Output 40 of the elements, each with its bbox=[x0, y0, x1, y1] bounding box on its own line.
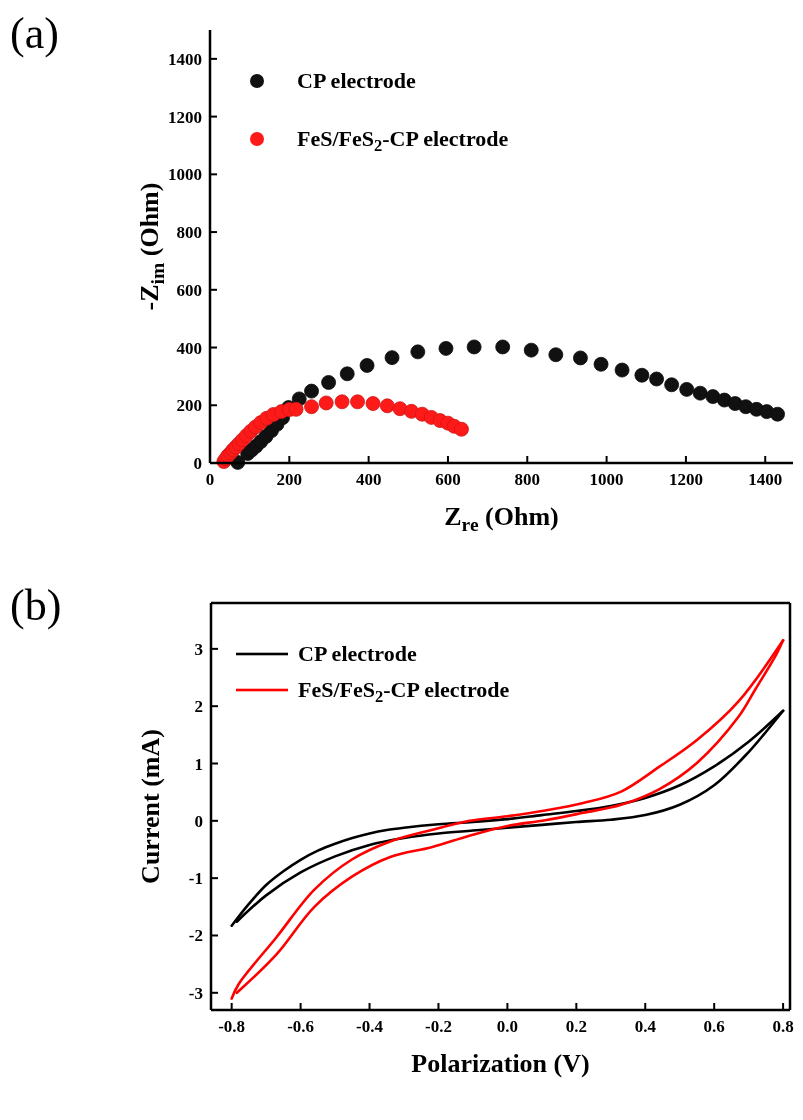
y-tick-label: 2 bbox=[194, 697, 203, 717]
x-tick-label: -0.4 bbox=[356, 1017, 384, 1036]
y-tick-label: 800 bbox=[176, 223, 202, 243]
y-tick-label: 0 bbox=[193, 454, 202, 473]
y-tick-label: 3 bbox=[194, 639, 203, 659]
legend-label: CP electrode bbox=[297, 68, 416, 93]
y-tick-label: 1 bbox=[194, 754, 203, 774]
x-tick-label: 1400 bbox=[748, 470, 783, 489]
text: (b) bbox=[10, 581, 62, 630]
y-tick-label: -1 bbox=[188, 869, 203, 889]
y-tick-label: 400 bbox=[176, 338, 202, 358]
y-tick-label: 1000 bbox=[168, 165, 202, 185]
text: (a) bbox=[10, 9, 59, 58]
x-tick-label: 400 bbox=[355, 470, 382, 489]
y-tick-label: 1200 bbox=[168, 107, 202, 127]
y-tick-label: 600 bbox=[176, 280, 202, 300]
x-axis-title: Z$_{re}$ (Ohm) bbox=[444, 502, 559, 535]
x-tick-label: 600 bbox=[435, 470, 461, 489]
y-tick-label: 200 bbox=[176, 396, 202, 416]
x-tick-label: -0.6 bbox=[287, 1017, 315, 1036]
x-tick-label: 1200 bbox=[668, 470, 703, 489]
x-tick-label: 0.2 bbox=[565, 1017, 587, 1036]
x-tick-label: 0.6 bbox=[703, 1017, 725, 1036]
x-axis-title: Polarization (V) bbox=[411, 1049, 590, 1078]
x-tick-label: 800 bbox=[514, 470, 541, 489]
y-tick-label: -3 bbox=[188, 983, 203, 1003]
legend-label: FeS/FeS$_{2}$-CP electrode bbox=[297, 126, 509, 156]
x-tick-label: 200 bbox=[276, 470, 303, 489]
y-tick-label: 0 bbox=[194, 811, 203, 831]
legend-label: CP electrode bbox=[298, 641, 417, 666]
x-tick-label: 1000 bbox=[589, 470, 624, 489]
x-tick-label: -0.2 bbox=[425, 1017, 452, 1036]
y-tick-label: -2 bbox=[188, 926, 203, 946]
legend-label: FeS/FeS$_{2}$-CP electrode bbox=[298, 677, 510, 707]
x-tick-label: 0.4 bbox=[634, 1017, 657, 1036]
x-tick-label: 0.0 bbox=[496, 1017, 519, 1036]
y-axis-title: Current (mA) bbox=[136, 729, 165, 884]
x-tick-label: 0.8 bbox=[772, 1017, 794, 1036]
x-tick-label: -0.8 bbox=[218, 1017, 246, 1036]
y-tick-label: 1400 bbox=[168, 49, 202, 69]
